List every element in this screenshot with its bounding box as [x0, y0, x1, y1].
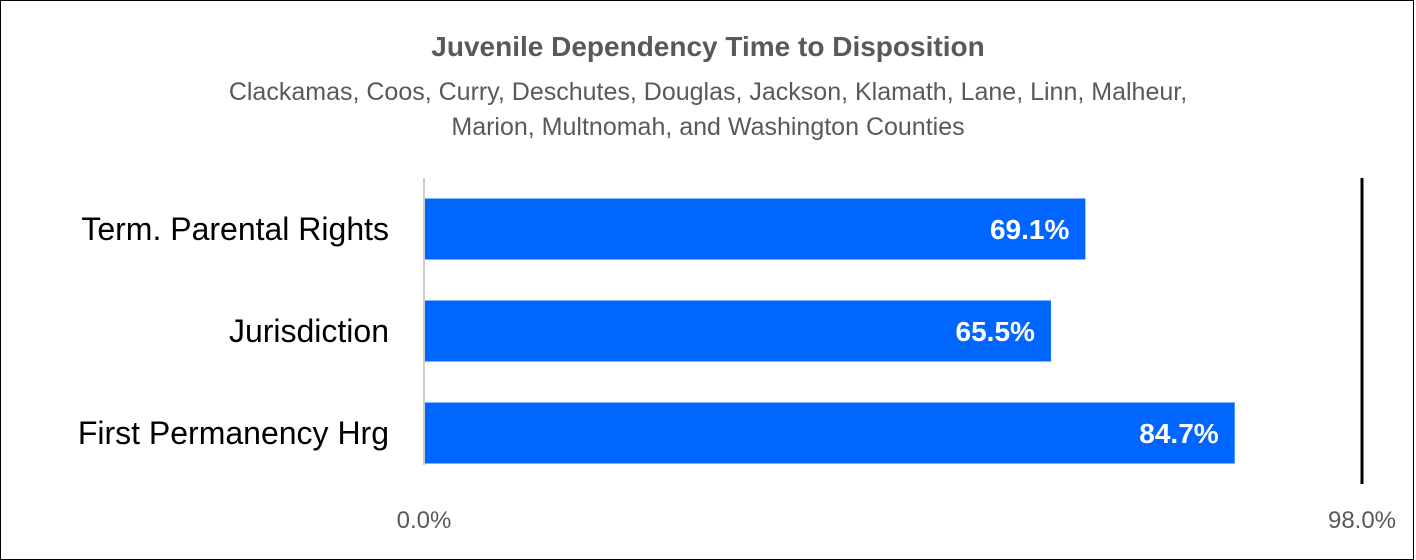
category-label-2: First Permanency Hrg: [78, 415, 389, 451]
category-label-0: Term. Parental Rights: [81, 211, 389, 247]
data-label-2: 84.7%: [1139, 418, 1218, 449]
chart-subtitle: Clackamas, Coos, Curry, Deschutes, Dougl…: [228, 78, 1188, 141]
bar-1: [425, 300, 1051, 362]
x-tick-label-0: 0.0%: [397, 507, 452, 534]
bar-0: [425, 198, 1086, 260]
data-label-0: 69.1%: [990, 214, 1069, 245]
data-label-1: 65.5%: [956, 316, 1035, 347]
category-label-1: Jurisdiction: [229, 313, 389, 349]
chart-title: Juvenile Dependency Time to Disposition: [431, 31, 985, 62]
x-tick-label-1: 98.0%: [1328, 507, 1396, 534]
bar-chart: 69.1% Term. Parental Rights 65.5% Jurisdict…: [78, 178, 1396, 534]
bar-2: [425, 402, 1235, 464]
